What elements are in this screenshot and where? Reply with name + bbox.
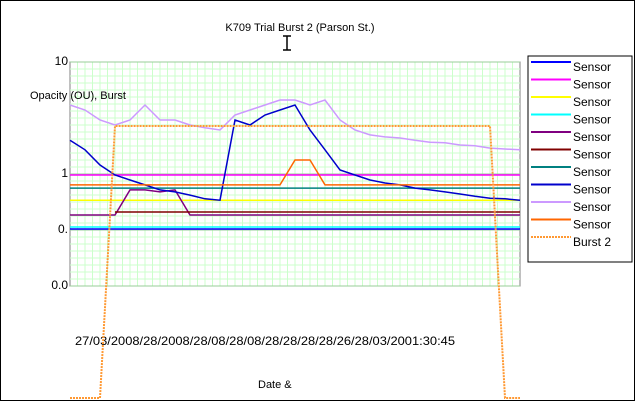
legend-label: Sensor (573, 200, 611, 214)
legend-label: Sensor (573, 60, 611, 74)
text-cursor (283, 35, 291, 51)
y-tick-label: 10 (55, 54, 69, 68)
x-tick-label: 27/03/2008/28/2008/28/08/28/08/28/28/28/… (75, 334, 455, 348)
series-line (69, 99, 521, 151)
legend-label: Sensor (573, 130, 611, 144)
y-tick-label: 0. (58, 222, 68, 236)
legend-label: Sensor (573, 218, 611, 232)
legend (527, 55, 633, 263)
legend-label: Sensor (573, 165, 611, 179)
legend-label: Burst 2 (573, 235, 611, 249)
y-tick-label: 1 (61, 166, 68, 180)
series-line (70, 189, 520, 216)
legend-label: Sensor (573, 78, 611, 92)
x-axis-title: Date & (258, 379, 292, 391)
legend-label: Sensor (573, 113, 611, 127)
legend-label: Sensor (573, 183, 611, 197)
y-axis-title: Opacity (OU), Burst (30, 90, 126, 102)
legend-label: Sensor (573, 148, 611, 162)
series-line (70, 159, 520, 186)
y-tick-label: 0.0 (51, 278, 68, 292)
legend-label: Sensor (573, 95, 611, 109)
chart-title: K709 Trial Burst 2 (Parson St.) (225, 22, 374, 34)
